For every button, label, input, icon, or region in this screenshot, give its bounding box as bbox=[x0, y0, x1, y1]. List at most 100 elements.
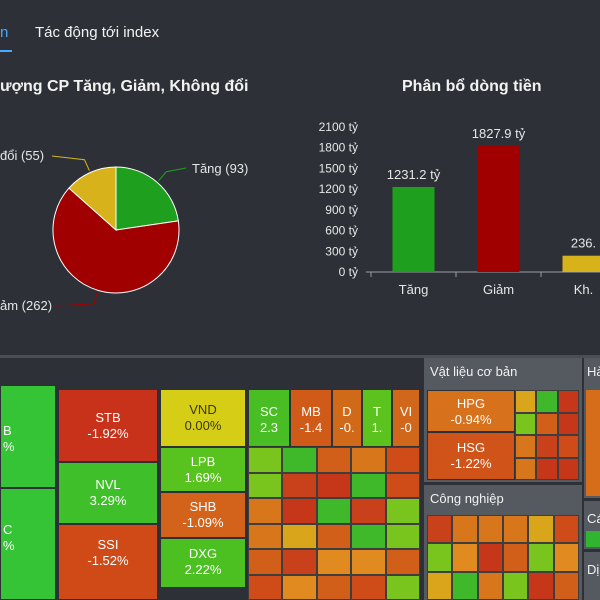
heatmap-cell[interactable] bbox=[536, 390, 558, 413]
heatmap-cell[interactable] bbox=[282, 498, 317, 524]
heatmap-cell[interactable] bbox=[553, 515, 579, 544]
heatmap-cell[interactable] bbox=[385, 498, 420, 524]
heatmap-cell[interactable] bbox=[515, 435, 537, 458]
heatmap-cell[interactable] bbox=[385, 549, 420, 575]
heatmap-cell[interactable] bbox=[427, 543, 453, 572]
heatmap-tile[interactable] bbox=[586, 531, 600, 547]
heatmap-cell[interactable] bbox=[536, 457, 558, 480]
heatmap-tile[interactable]: NVL 3.29% bbox=[58, 462, 158, 524]
heatmap-cell[interactable] bbox=[528, 515, 554, 544]
heatmap-cell[interactable] bbox=[316, 523, 352, 549]
heatmap-tile[interactable]: LPB 1.69% bbox=[160, 447, 246, 492]
heatmap-tile[interactable] bbox=[586, 390, 600, 496]
heatmap-cell[interactable] bbox=[282, 472, 317, 498]
heatmap-tile[interactable]: HSG -1.22% bbox=[427, 432, 515, 480]
heatmap-cell[interactable] bbox=[316, 498, 352, 524]
heatmap-cell[interactable] bbox=[282, 523, 317, 549]
heatmap-tile[interactable]: HPG -0.94% bbox=[427, 390, 515, 432]
heatmap-tile[interactable]: SC 2.3 bbox=[248, 389, 290, 447]
heatmap-cell[interactable] bbox=[528, 571, 554, 600]
heatmap-cell[interactable] bbox=[557, 435, 579, 458]
heatmap-tile[interactable]: T 1. bbox=[362, 389, 392, 447]
tile-symbol: VND bbox=[189, 402, 217, 417]
heatmap-cell[interactable] bbox=[248, 472, 283, 498]
heatmap-tile[interactable]: VI -0 bbox=[392, 389, 420, 447]
heatmap-cell[interactable] bbox=[385, 472, 420, 498]
heatmap-cell[interactable] bbox=[536, 412, 558, 435]
x-tick-label: Kh. bbox=[574, 282, 594, 297]
heatmap-cell[interactable] bbox=[557, 412, 579, 435]
heatmap-cell[interactable] bbox=[536, 435, 558, 458]
heatmap-tile[interactable]: SHB -1.09% bbox=[160, 492, 246, 538]
sector-partial: Dị bbox=[584, 552, 600, 600]
tile-symbol: HPG bbox=[456, 396, 486, 411]
heatmap-cell[interactable] bbox=[316, 549, 352, 575]
heatmap-cell[interactable] bbox=[515, 457, 537, 480]
sector-title[interactable]: Công nghiệp bbox=[430, 491, 504, 506]
heatmap-cell[interactable] bbox=[503, 571, 529, 600]
y-tick-label: 2100 tỷ bbox=[319, 120, 358, 134]
heatmap-cell[interactable] bbox=[282, 447, 317, 473]
heatmap-cell[interactable] bbox=[248, 523, 283, 549]
heatmap-cell[interactable] bbox=[477, 515, 503, 544]
heatmap-tile[interactable]: VND 0.00% bbox=[160, 389, 246, 447]
heatmap-tile[interactable]: SSI -1.52% bbox=[58, 524, 158, 600]
heatmap-cell[interactable] bbox=[477, 543, 503, 572]
heatmap-cell[interactable] bbox=[557, 457, 579, 480]
y-tick-label: 1200 tỷ bbox=[319, 182, 358, 196]
heatmap-cell[interactable] bbox=[427, 571, 453, 600]
tile-change: -1.52% bbox=[87, 553, 129, 568]
heatmap-cell[interactable] bbox=[282, 574, 317, 600]
pie-label: đổi (55) bbox=[0, 148, 44, 163]
heatmap-cell[interactable] bbox=[557, 390, 579, 413]
heatmap-cell[interactable] bbox=[385, 447, 420, 473]
heatmap-cell[interactable] bbox=[528, 543, 554, 572]
heatmap-cell[interactable] bbox=[351, 549, 386, 575]
heatmap-cell[interactable] bbox=[316, 574, 352, 600]
heatmap-cell[interactable] bbox=[385, 574, 420, 600]
heatmap-cell[interactable] bbox=[553, 543, 579, 572]
tile-change: 3.29% bbox=[89, 493, 127, 508]
pie-label: ảm (262) bbox=[0, 298, 52, 313]
heatmap-cell[interactable] bbox=[351, 472, 386, 498]
heatmap-cell[interactable] bbox=[248, 574, 283, 600]
heatmap-cell[interactable] bbox=[503, 543, 529, 572]
tab-bar: n Tác động tới index bbox=[0, 0, 600, 62]
tab-index-impact[interactable]: Tác động tới index bbox=[35, 24, 160, 41]
sector-title[interactable]: Dị bbox=[587, 562, 600, 577]
heatmap-cell[interactable] bbox=[385, 523, 420, 549]
heatmap-cell[interactable] bbox=[515, 390, 537, 413]
heatmap-cell[interactable] bbox=[503, 515, 529, 544]
tab-overview[interactable]: n bbox=[0, 24, 9, 41]
heatmap-cell[interactable] bbox=[452, 543, 478, 572]
heatmap-tile[interactable]: DXG 2.22% bbox=[160, 538, 246, 588]
heatmap-cell[interactable] bbox=[477, 571, 503, 600]
heatmap-cell[interactable] bbox=[515, 412, 537, 435]
heatmap-cell[interactable] bbox=[248, 447, 283, 473]
market-heatmap: B % C % STB -1.92% NVL 3.29% SSI -1.52% … bbox=[0, 355, 600, 600]
heatmap-tile[interactable]: C % bbox=[0, 488, 56, 600]
heatmap-tile[interactable]: STB -1.92% bbox=[58, 389, 158, 462]
sector-title[interactable]: Vật liệu cơ bản bbox=[430, 364, 518, 379]
heatmap-cell[interactable] bbox=[553, 571, 579, 600]
heatmap-cell[interactable] bbox=[452, 571, 478, 600]
heatmap-tile[interactable]: B % bbox=[0, 385, 56, 488]
heatmap-cell[interactable] bbox=[282, 549, 317, 575]
heatmap-tile[interactable]: MB -1.4 bbox=[290, 389, 332, 447]
heatmap-cell[interactable] bbox=[248, 498, 283, 524]
tile-change: 1.69% bbox=[184, 470, 222, 485]
heatmap-cell[interactable] bbox=[316, 447, 352, 473]
heatmap-cell[interactable] bbox=[452, 515, 478, 544]
heatmap-tile[interactable]: D -0. bbox=[332, 389, 362, 447]
heatmap-cell[interactable] bbox=[316, 472, 352, 498]
heatmap-cell[interactable] bbox=[248, 549, 283, 575]
sector-industrials: Công nghiệp bbox=[424, 485, 582, 600]
heatmap-cell[interactable] bbox=[351, 498, 386, 524]
heatmap-cell[interactable] bbox=[351, 523, 386, 549]
pie-chart-title: ượng CP Tăng, Giảm, Không đổi bbox=[0, 78, 249, 95]
heatmap-cell[interactable] bbox=[351, 574, 386, 600]
sector-title[interactable]: Hà bbox=[587, 364, 600, 379]
heatmap-cell[interactable] bbox=[351, 447, 386, 473]
sector-title[interactable]: Cá bbox=[587, 511, 600, 526]
heatmap-cell[interactable] bbox=[427, 515, 453, 544]
